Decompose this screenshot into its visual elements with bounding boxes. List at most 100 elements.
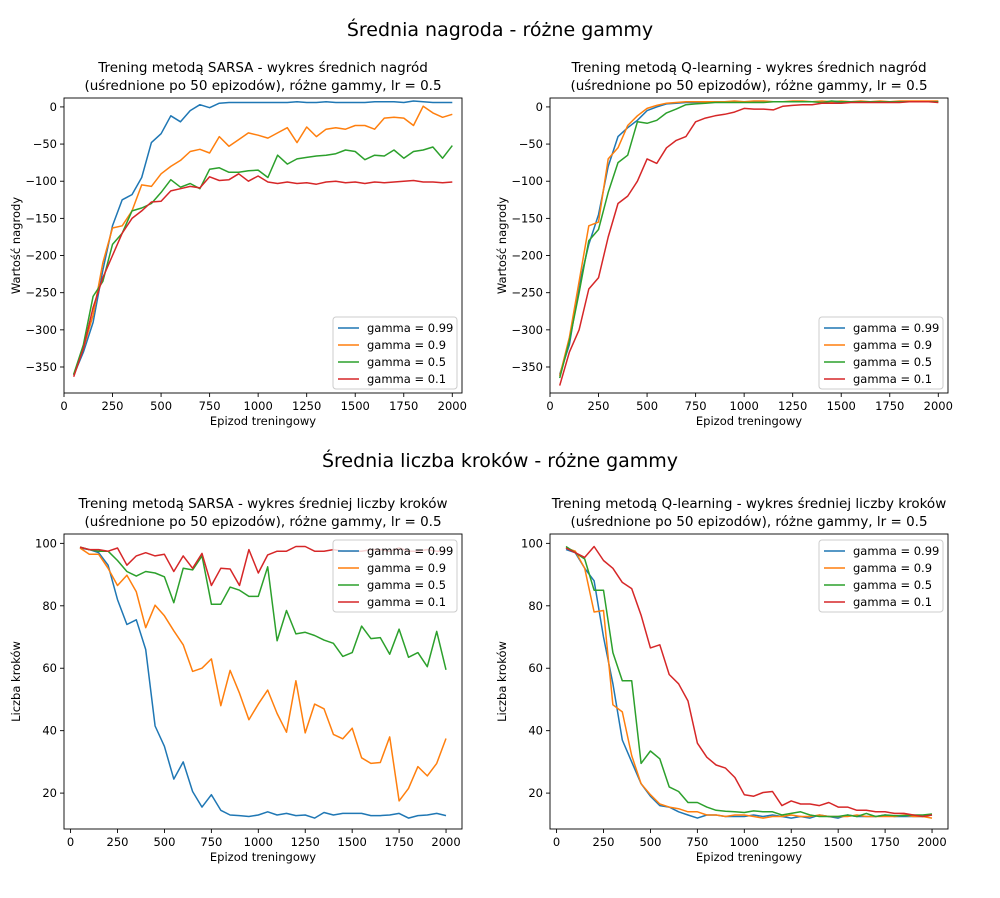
legend-entry: gamma = 0.5 <box>853 578 932 592</box>
legend: gamma = 0.99 gamma = 0.9 gamma = 0.5 gamma … <box>332 539 458 613</box>
y-tick-label: −350 <box>25 360 57 374</box>
chart-title-line1: Trening metodą Q-learning - wykres średn… <box>570 60 926 76</box>
series-line-2 <box>79 547 447 802</box>
y-tick-label: −300 <box>25 323 57 337</box>
x-tick-label: 500 <box>639 835 661 849</box>
y-tick-label: −100 <box>511 174 543 188</box>
y-tick-label: −100 <box>25 174 57 188</box>
x-tick-label: 250 <box>593 835 615 849</box>
legend-entry: gamma = 0.9 <box>853 561 932 575</box>
x-tick-label: 750 <box>200 835 222 849</box>
x-tick-label: 1250 <box>777 835 806 849</box>
legend-entry: gamma = 0.9 <box>367 561 446 575</box>
x-tick-label: 1250 <box>778 399 807 413</box>
x-tick-label: 0 <box>67 835 74 849</box>
series-line-3 <box>558 100 939 379</box>
suptitle-steps: Średnia liczba kroków - różne gammy <box>321 450 679 472</box>
chart-title-line1: Trening metodą SARSA - wykres średniej l… <box>77 496 447 512</box>
y-tick-label: 0 <box>50 100 57 114</box>
x-tick-label: 1750 <box>875 399 904 413</box>
y-tick-label: 60 <box>42 661 57 675</box>
x-tick-label: 1250 <box>291 835 320 849</box>
plot-frame <box>549 533 949 830</box>
y-tick-label: −250 <box>25 286 57 300</box>
legend-entry: gamma = 0.99 <box>853 321 939 335</box>
chart-3: Trening metodą SARSA - wykres średniej l… <box>9 496 463 864</box>
plot-frame <box>549 97 949 394</box>
x-tick-label: 250 <box>588 399 610 413</box>
legend-entry: gamma = 0.1 <box>853 372 932 386</box>
series-line-1 <box>73 100 453 376</box>
series-line-2 <box>565 547 933 819</box>
x-tick-label: 500 <box>636 399 658 413</box>
x-tick-label: 1750 <box>870 835 899 849</box>
series-line-3 <box>72 145 453 375</box>
chart-1: Trening metodą SARSA - wykres średnich n… <box>9 60 467 428</box>
x-axis-label: Epizod treningowy <box>210 850 316 864</box>
chart-4: Trening metodą Q-learning - wykres średn… <box>495 496 949 864</box>
y-tick-label: 60 <box>528 661 543 675</box>
legend-box <box>332 539 458 613</box>
x-tick-label: 2000 <box>924 399 953 413</box>
series-line-1 <box>79 547 447 819</box>
x-tick-label: 1500 <box>827 399 856 413</box>
chart-title-line2: (uśrednione po 50 epizodów), różne gammy… <box>84 78 441 94</box>
x-tick-label: 1750 <box>384 835 413 849</box>
y-tick-label: −350 <box>511 360 543 374</box>
y-tick-label: 40 <box>42 724 57 738</box>
chart-title-line2: (uśrednione po 50 epizodów), różne gammy… <box>570 78 927 94</box>
y-tick-label: −250 <box>511 286 543 300</box>
y-tick-label: −200 <box>25 249 57 263</box>
legend-entry: gamma = 0.5 <box>367 355 446 369</box>
y-axis-label: Wartość nagrody <box>495 197 509 294</box>
legend-entry: gamma = 0.99 <box>367 321 453 335</box>
x-tick-label: 1000 <box>244 835 273 849</box>
x-tick-label: 1500 <box>338 835 367 849</box>
legend: gamma = 0.99 gamma = 0.9 gamma = 0.5 gamma … <box>818 316 944 390</box>
x-axis-label: Epizod treningowy <box>696 850 802 864</box>
x-tick-label: 0 <box>553 835 560 849</box>
y-axis-label: Liczba kroków <box>495 641 509 722</box>
legend-entry: gamma = 0.9 <box>367 338 446 352</box>
y-tick-label: 40 <box>528 724 543 738</box>
legend-entry: gamma = 0.99 <box>367 544 453 558</box>
series-line-3 <box>565 545 933 818</box>
y-tick-label: 80 <box>528 599 543 613</box>
suptitle-rewards: Średnia nagroda - różne gammy <box>346 19 654 41</box>
y-tick-label: −150 <box>511 211 543 225</box>
legend-entry: gamma = 0.5 <box>367 578 446 592</box>
plot-frame <box>63 533 463 830</box>
y-tick-label: −50 <box>33 137 57 151</box>
chart-2: Trening metodą Q-learning - wykres średn… <box>495 60 953 428</box>
legend-entry: gamma = 0.1 <box>853 595 932 609</box>
series-line-3 <box>79 546 447 670</box>
x-tick-label: 750 <box>685 399 707 413</box>
legend-entry: gamma = 0.1 <box>367 372 446 386</box>
x-tick-label: 2000 <box>917 835 946 849</box>
chart-title-line1: Trening metodą SARSA - wykres średnich n… <box>97 60 428 76</box>
x-tick-label: 1750 <box>389 399 418 413</box>
y-tick-label: 20 <box>528 786 543 800</box>
x-tick-label: 750 <box>686 835 708 849</box>
x-tick-label: 2000 <box>431 835 460 849</box>
y-tick-label: −300 <box>511 323 543 337</box>
chart-title-line2: (uśrednione po 50 epizodów), różne gammy… <box>84 514 441 530</box>
series-line-4 <box>558 100 939 386</box>
series-line-4 <box>565 545 933 818</box>
legend-box <box>818 316 944 390</box>
y-tick-label: 80 <box>42 599 57 613</box>
x-tick-label: 1250 <box>292 399 321 413</box>
x-tick-label: 1000 <box>730 835 759 849</box>
series-line-2 <box>72 105 453 375</box>
x-axis-label: Epizod treningowy <box>696 414 802 428</box>
x-tick-label: 250 <box>107 835 129 849</box>
y-axis-label: Liczba kroków <box>9 641 23 722</box>
x-tick-label: 1500 <box>824 835 853 849</box>
x-tick-label: 500 <box>153 835 175 849</box>
y-tick-label: 0 <box>536 100 543 114</box>
chart-title-line2: (uśrednione po 50 epizodów), różne gammy… <box>570 514 927 530</box>
legend-entry: gamma = 0.9 <box>853 338 932 352</box>
x-tick-label: 2000 <box>438 399 467 413</box>
legend: gamma = 0.99 gamma = 0.9 gamma = 0.5 gamma … <box>818 539 944 613</box>
